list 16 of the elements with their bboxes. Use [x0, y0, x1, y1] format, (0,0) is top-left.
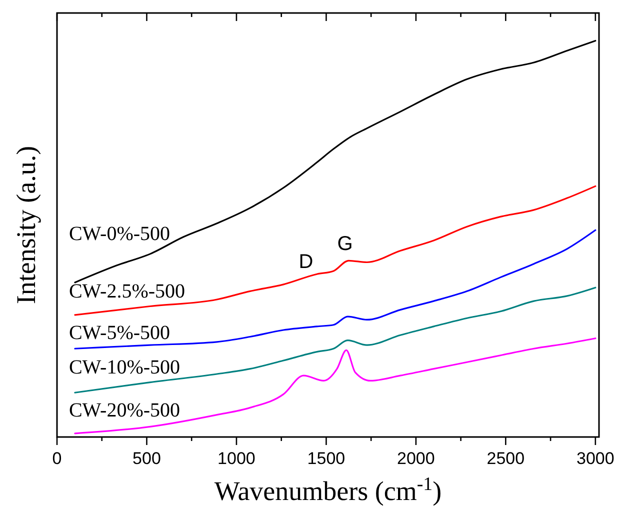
- series-label: CW-2.5%-500: [68, 280, 186, 302]
- x-tick-label: 500: [132, 449, 161, 468]
- series-label: CW-10%-500: [68, 356, 180, 379]
- x-tick-label: 1000: [218, 449, 256, 468]
- series-label: CW-20%-500: [68, 399, 180, 422]
- annotation: D: [298, 251, 314, 273]
- x-tick-label: 0: [52, 449, 62, 468]
- series-label: CW-5%-500: [68, 322, 170, 344]
- x-axis-title: Wavenumbers (cm$^{-1}$): [214, 474, 442, 506]
- annotation: G: [337, 233, 353, 255]
- y-axis-title: Intensity (a.u.): [11, 146, 41, 304]
- x-tick-label: 3000: [576, 449, 614, 468]
- x-tick-label: 1500: [307, 449, 346, 468]
- series-label: CW-0%-500: [68, 222, 170, 245]
- x-tick-label: 2000: [397, 449, 435, 468]
- x-tick-label: 2500: [486, 449, 525, 468]
